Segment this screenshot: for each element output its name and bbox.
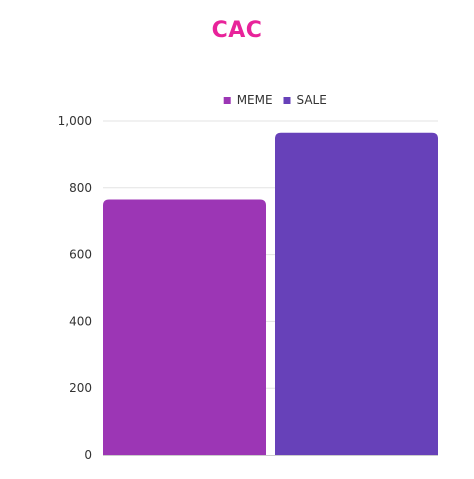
y-axis-tick-labels: 0 200 400 600 800 1,000 — [58, 114, 92, 462]
y-tick-label: 0 — [84, 448, 92, 462]
bars — [103, 132, 438, 455]
chart-title: CAC — [211, 18, 263, 43]
legend-swatch-meme — [223, 97, 231, 104]
y-tick-label: 800 — [69, 181, 92, 195]
bar-sale — [275, 132, 438, 455]
y-tick-label: 400 — [69, 314, 92, 328]
y-tick-label: 600 — [69, 248, 92, 262]
legend-label-meme: MEME — [237, 93, 273, 107]
legend: MEME SALE — [223, 93, 327, 107]
legend-label-sale: SALE — [297, 93, 327, 107]
legend-swatch-sale — [283, 97, 291, 104]
y-tick-label: 1,000 — [58, 114, 92, 128]
y-tick-label: 200 — [69, 381, 92, 395]
bar-meme — [103, 199, 266, 455]
